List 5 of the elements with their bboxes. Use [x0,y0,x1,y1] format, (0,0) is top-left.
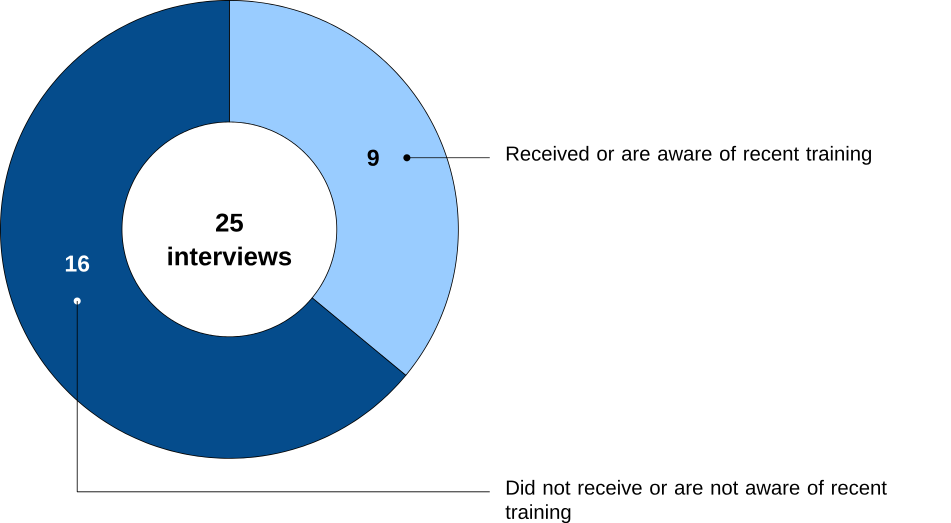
data-label: 9 [368,150,379,166]
slice-label: Received or are aware of recent training [506,146,871,165]
slice-label: Did not receive or are not aware of recent training [506,480,887,523]
data-label: 16 [66,255,90,272]
text: 25 interviews [168,213,292,266]
